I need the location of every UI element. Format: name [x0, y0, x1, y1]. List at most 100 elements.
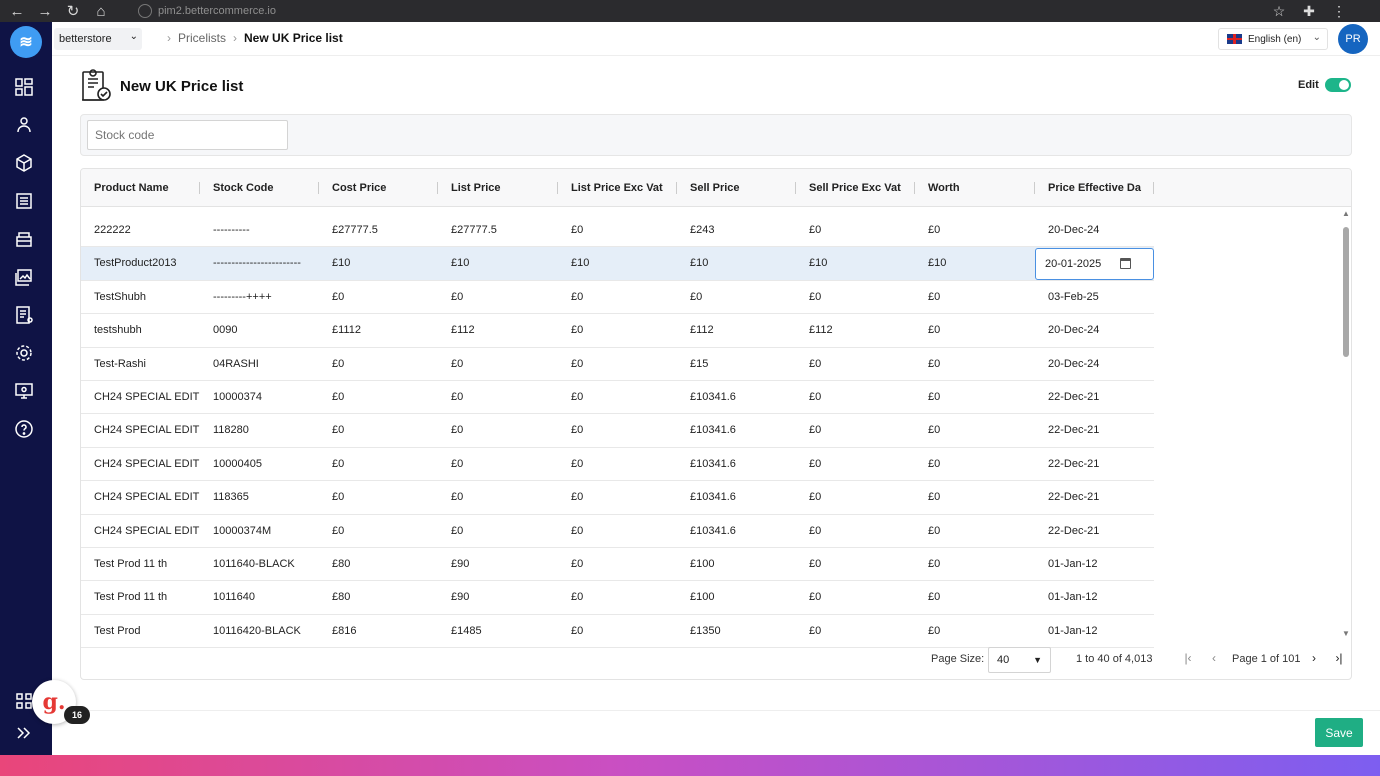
table-cell[interactable]: £0 — [451, 491, 464, 504]
table-cell[interactable]: £0 — [928, 491, 941, 504]
column-header[interactable]: Product Name — [81, 169, 200, 207]
table-cell[interactable]: £0 — [571, 624, 584, 637]
table-cell[interactable]: ---------- — [213, 224, 250, 236]
table-cell[interactable]: CH24 SPECIAL EDITI — [94, 524, 200, 537]
forward-arrow-icon[interactable]: → — [37, 2, 53, 20]
table-cell[interactable]: £0 — [928, 290, 941, 303]
catalog-icon[interactable] — [13, 190, 35, 212]
table-cell[interactable]: testshubh — [94, 324, 142, 337]
table-cell[interactable]: £0 — [571, 491, 584, 504]
home-icon[interactable]: ⌂ — [96, 2, 106, 20]
table-cell[interactable]: £0 — [571, 224, 584, 236]
help-icon[interactable] — [13, 418, 35, 440]
table-cell[interactable]: ------------------------ — [213, 257, 301, 270]
table-cell[interactable]: 22-Dec-21 — [1048, 524, 1100, 537]
table-cell[interactable]: 10000374M — [213, 524, 272, 537]
table-cell[interactable]: £112 — [451, 324, 475, 337]
table-cell[interactable]: £0 — [571, 558, 584, 570]
dashboard-icon[interactable] — [13, 76, 35, 98]
table-cell[interactable]: CH24 SPECIAL EDITI — [94, 491, 200, 504]
monitor-settings-icon[interactable] — [13, 380, 35, 402]
table-cell[interactable]: £80 — [332, 591, 351, 604]
table-cell[interactable]: CH24 SPECIAL EDITI — [94, 457, 200, 470]
table-cell[interactable]: 22-Dec-21 — [1048, 391, 1100, 403]
user-avatar[interactable]: PR — [1338, 24, 1368, 54]
table-cell[interactable]: Test-Rashi — [94, 357, 146, 370]
column-header[interactable]: List Price Exc Vat — [558, 169, 677, 207]
more-icon[interactable]: ⋮ — [1332, 2, 1346, 19]
app-logo[interactable]: ≋ — [10, 26, 42, 58]
table-cell[interactable]: £0 — [571, 391, 584, 403]
table-cell[interactable]: £10341.6 — [690, 424, 736, 437]
table-cell[interactable]: £0 — [451, 424, 464, 437]
table-cell[interactable]: £0 — [928, 524, 941, 537]
table-cell[interactable]: 10000374 — [213, 391, 262, 403]
table-cell[interactable]: 10116420-BLACK — [213, 624, 301, 637]
scroll-up-icon[interactable]: ▲ — [1342, 209, 1350, 218]
table-cell[interactable]: £0 — [928, 624, 941, 637]
table-cell[interactable]: Test Prod 11 th — [94, 558, 168, 570]
edit-toggle-switch[interactable] — [1324, 78, 1351, 92]
table-cell[interactable]: £0 — [451, 357, 464, 370]
table-row[interactable]: CH24 SPECIAL EDITI 118280 £0 £0 £0 £10341.6 £0… — [81, 414, 1154, 448]
star-icon[interactable]: ☆ — [1272, 2, 1286, 19]
column-resize-handle[interactable] — [318, 182, 319, 194]
save-button[interactable]: Save — [1315, 718, 1363, 747]
column-header[interactable]: Stock Code — [200, 169, 319, 207]
table-cell[interactable]: 04RASHI — [213, 357, 259, 370]
table-cell[interactable]: £0 — [928, 591, 941, 604]
table-cell[interactable]: £0 — [809, 558, 822, 570]
table-cell[interactable]: £0 — [332, 290, 345, 303]
column-resize-handle[interactable] — [914, 182, 915, 194]
table-cell[interactable]: £0 — [332, 524, 345, 537]
column-header[interactable]: Cost Price — [319, 169, 438, 207]
table-cell[interactable]: £27777.5 — [451, 224, 497, 236]
table-cell[interactable]: £0 — [809, 491, 822, 504]
settings-gear-icon[interactable] — [13, 342, 35, 364]
first-page-icon[interactable]: |‹ — [1184, 651, 1192, 665]
table-cell[interactable]: £0 — [451, 391, 464, 403]
table-row[interactable]: CH24 SPECIAL EDITI 10000374 £0 £0 £0 £10341.6… — [81, 381, 1154, 415]
table-cell[interactable]: £100 — [690, 558, 715, 570]
table-cell[interactable]: ---------++++ — [213, 290, 272, 303]
table-cell[interactable]: £0 — [571, 290, 584, 303]
users-icon[interactable] — [13, 114, 35, 136]
table-cell[interactable]: 20-Dec-24 — [1048, 324, 1100, 337]
table-cell[interactable]: £10 — [571, 257, 590, 270]
table-cell[interactable]: £10341.6 — [690, 457, 736, 470]
table-cell[interactable]: £0 — [928, 457, 941, 470]
column-resize-handle[interactable] — [795, 182, 796, 194]
column-resize-handle[interactable] — [437, 182, 438, 194]
column-header[interactable]: Price Effective Da — [1035, 169, 1154, 207]
table-row[interactable]: CH24 SPECIAL EDITI 10000405 £0 £0 £0 £10341.6… — [81, 448, 1154, 482]
table-cell[interactable]: £0 — [571, 524, 584, 537]
table-cell[interactable]: 10000405 — [213, 457, 262, 470]
stock-code-filter-input[interactable] — [87, 120, 288, 150]
table-cell[interactable]: 22-Dec-21 — [1048, 491, 1100, 504]
breadcrumb-pricelists[interactable]: Pricelists — [178, 31, 227, 45]
table-cell[interactable]: £0 — [928, 224, 941, 236]
apps-grid-icon[interactable] — [13, 690, 35, 712]
column-resize-handle[interactable] — [1153, 182, 1154, 194]
table-cell[interactable]: 0090 — [213, 324, 238, 337]
table-cell[interactable]: £0 — [809, 391, 822, 403]
table-cell[interactable]: £0 — [451, 290, 464, 303]
table-cell[interactable]: Test Prod 11 th — [94, 591, 168, 604]
table-row[interactable]: Test Prod 10116420-BLACK £816 £1485 £0 £1350 £… — [81, 615, 1154, 649]
table-cell[interactable]: £1485 — [451, 624, 482, 637]
table-cell[interactable]: £112 — [690, 324, 714, 337]
table-cell[interactable]: £0 — [809, 524, 822, 537]
table-cell[interactable]: £0 — [451, 457, 464, 470]
table-cell[interactable]: £10341.6 — [690, 391, 736, 403]
table-row[interactable]: 222222 ---------- £27777.5 £27777.5 £0 £243 £0… — [81, 214, 1154, 248]
table-row[interactable]: CH24 SPECIAL EDITI 118365 £0 £0 £0 £10341.6 £0… — [81, 481, 1154, 515]
table-cell[interactable]: CH24 SPECIAL EDITI — [94, 424, 200, 437]
product-box-icon[interactable] — [13, 152, 35, 174]
table-cell[interactable]: 03-Feb-25 — [1048, 290, 1099, 303]
next-page-icon[interactable]: › — [1312, 651, 1316, 665]
table-cell[interactable]: £0 — [809, 290, 822, 303]
table-cell[interactable]: £10 — [451, 257, 470, 270]
table-cell[interactable]: £112 — [809, 324, 833, 337]
table-cell[interactable]: £0 — [809, 224, 822, 236]
column-header[interactable]: Sell Price Exc Vat — [796, 169, 915, 207]
